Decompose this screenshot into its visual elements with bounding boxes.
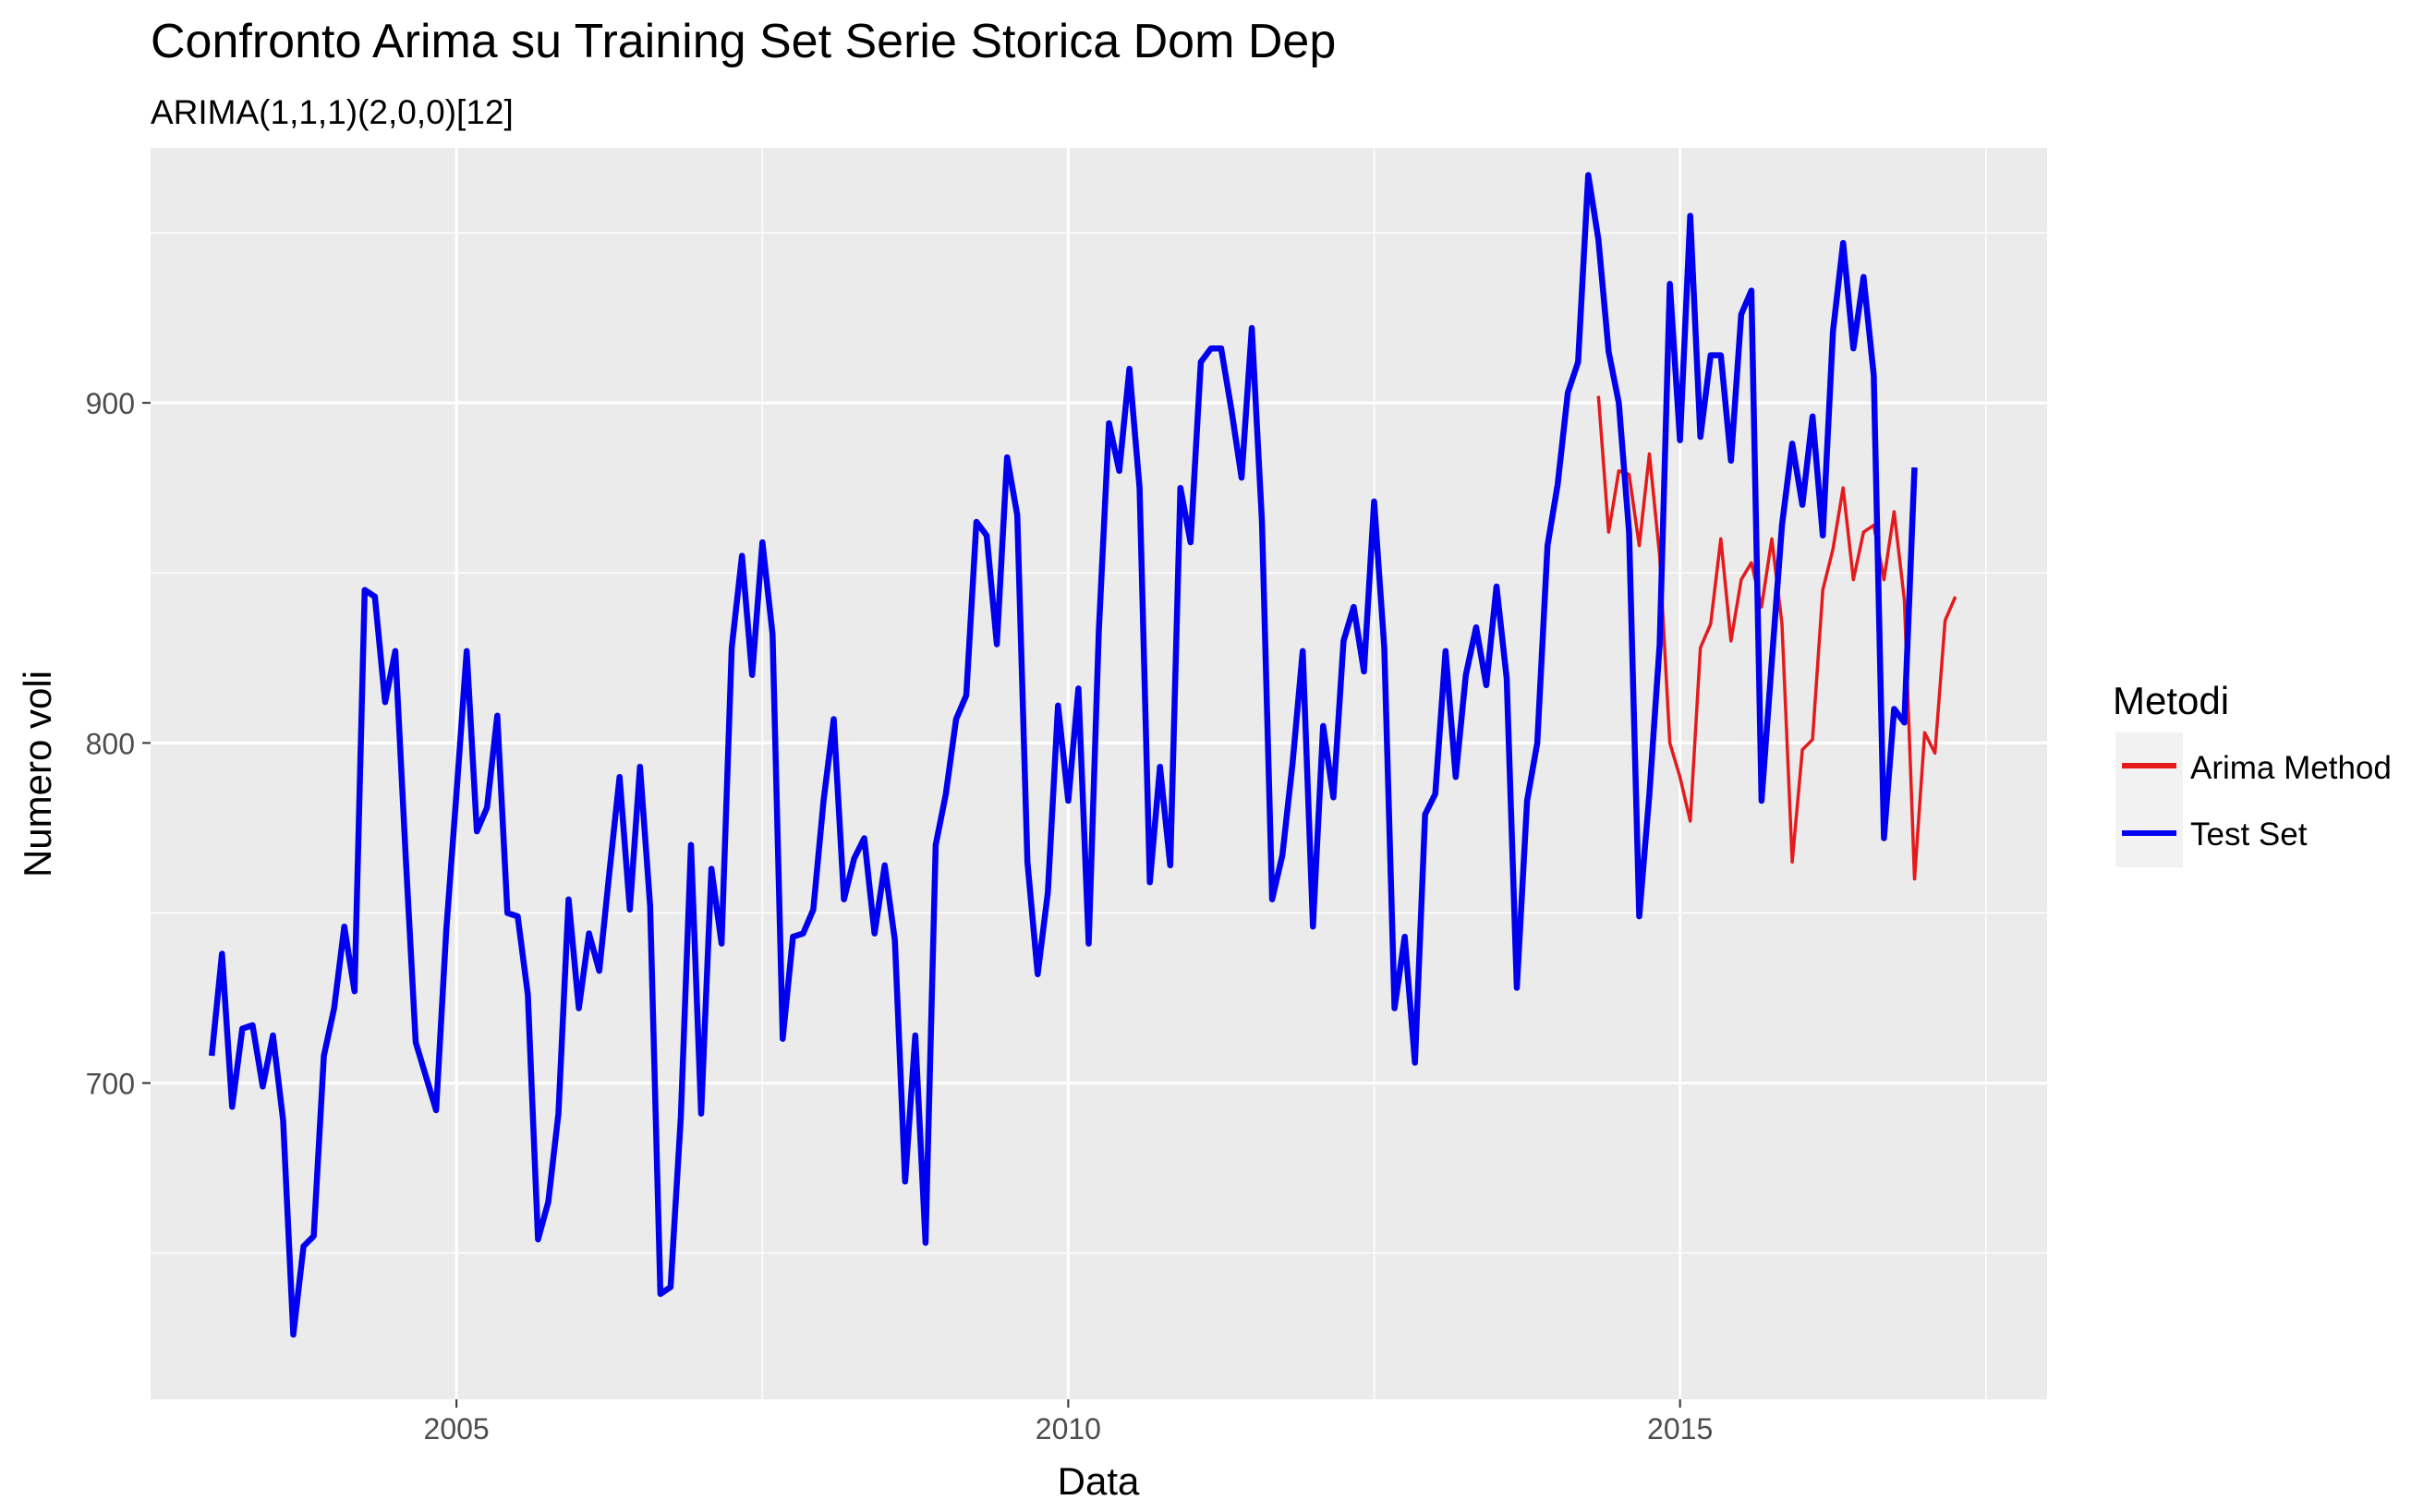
y-axis: 700 800 900 [86,387,151,1101]
legend-label-arima: Arima Method [2190,750,2392,786]
series-layer [208,172,1957,1338]
x-tick-label: 2015 [1647,1412,1713,1445]
chart-subtitle: ARIMA(1,1,1)(2,0,0)[12] [151,93,514,131]
x-axis-label: Data [1058,1459,1140,1503]
plot-panel [151,148,2047,1399]
y-tick-label: 800 [86,727,135,760]
y-tick-label: 900 [86,387,135,420]
legend-label-test: Test Set [2190,816,2308,853]
y-axis-label: Numero voli [16,671,59,877]
y-tick-label: 700 [86,1068,135,1101]
legend: Metodi Arima Method Test Set [2113,679,2392,867]
x-tick-label: 2010 [1036,1412,1101,1445]
x-tick-label: 2005 [424,1412,490,1445]
chart-title: Confronto Arima su Training Set Serie St… [151,15,1336,68]
x-axis: 2005 2010 2015 [424,1399,1713,1445]
legend-title: Metodi [2113,679,2229,722]
series-line-test-set [208,172,1918,1338]
